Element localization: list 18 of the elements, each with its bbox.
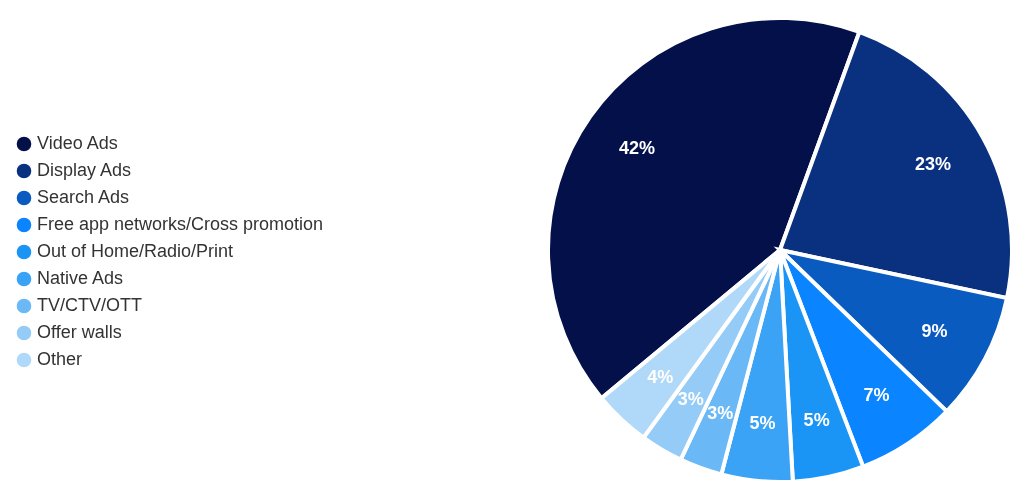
data-label: 23% [915,154,952,175]
data-label: 42% [618,138,655,159]
data-label: 5% [749,413,776,434]
legend-label: Video Ads [37,133,118,153]
legend-label: Out of Home/Radio/Print [37,241,234,261]
legend-label: Free app networks/Cross promotion [37,214,324,234]
data-label: 3% [707,403,734,424]
data-label: 9% [921,321,948,342]
legend-label: Native Ads [37,268,124,288]
data-label: 3% [677,389,704,410]
data-label: 4% [647,366,674,387]
legend-label: TV/CTV/OTT [37,295,142,315]
legend-label: Search Ads [37,187,130,207]
data-label: 5% [803,410,830,431]
legend-label: Display Ads [37,160,132,180]
legend-label: Other [37,349,83,369]
data-label: 7% [863,384,890,405]
legend-label: Offer walls [37,322,122,342]
